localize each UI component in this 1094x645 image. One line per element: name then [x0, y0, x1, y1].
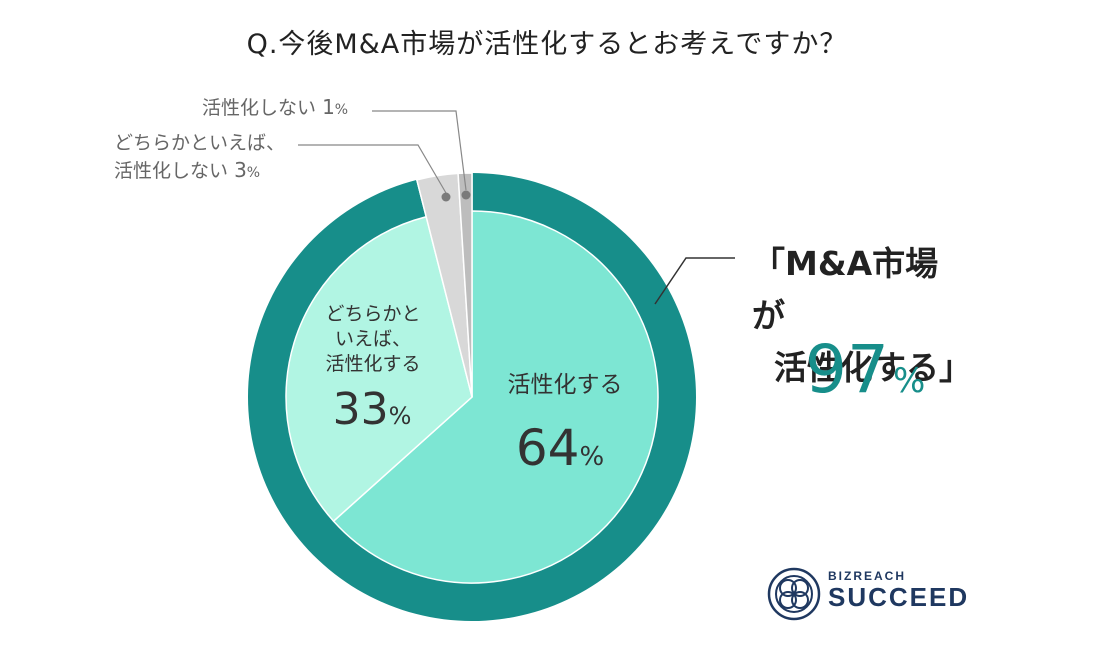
callout-line2: 活性化する」 — [774, 348, 972, 387]
leader-dot-somewhat-not — [441, 192, 451, 202]
label-not-activate-text: 活性化しない — [202, 97, 317, 119]
slice-label-somewhat-line2: いえば、 — [335, 328, 411, 350]
callout-line1: 「M&A市場が — [752, 244, 939, 335]
bizreach-succeed-logo: BIZREACH SUCCEED — [766, 566, 967, 624]
leader-line-somewhat-not — [298, 144, 447, 194]
logo-brand-large: SUCCEED — [828, 582, 970, 612]
slice-activate — [332, 210, 659, 584]
leader-dot-not-activate — [461, 190, 471, 200]
label-not-activate-unit: % — [334, 102, 349, 118]
label-somewhat-not-line1: どちらかといえば、 — [114, 132, 286, 154]
slice-pct-somewhat-activate: 33% — [333, 384, 412, 435]
slice-pct-activate: 64% — [516, 419, 604, 477]
label-somewhat-not: どちらかといえば、 活性化しない 3% — [114, 130, 285, 187]
slice-somewhat-activate — [285, 215, 473, 523]
slice-label-somewhat-line1: どちらかと — [325, 303, 420, 325]
slice-label-somewhat-line3: 活性化する — [325, 353, 420, 375]
label-somewhat-not-unit: % — [246, 165, 261, 181]
succeed-logo-icon — [767, 567, 821, 621]
label-not-activate: 活性化しない 1% — [202, 94, 348, 124]
chart-title: Q.今後M&A市場が活性化するとお考えですか？ — [246, 29, 848, 60]
label-somewhat-not-pct: 3 — [234, 158, 247, 182]
slice-label-activate: 活性化する — [508, 372, 623, 398]
label-somewhat-not-line2: 活性化しない — [114, 160, 229, 182]
callout-label: 「M&A市場が 活性化する」 — [752, 238, 972, 394]
leader-line-not-activate — [372, 110, 467, 191]
callout-pct-unit: % — [892, 361, 926, 401]
callout-percentage: 97% — [805, 330, 925, 421]
slice-not-activate — [457, 172, 473, 398]
logo-brand-small: BIZREACH — [828, 569, 906, 583]
label-not-activate-pct: 1 — [322, 95, 335, 119]
callout-leader-line — [654, 257, 735, 305]
callout-pct-value: 97 — [805, 331, 889, 408]
